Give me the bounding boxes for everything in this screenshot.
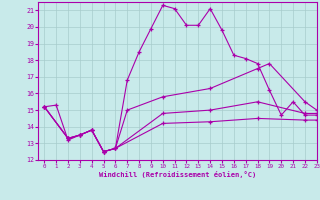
X-axis label: Windchill (Refroidissement éolien,°C): Windchill (Refroidissement éolien,°C) xyxy=(99,171,256,178)
